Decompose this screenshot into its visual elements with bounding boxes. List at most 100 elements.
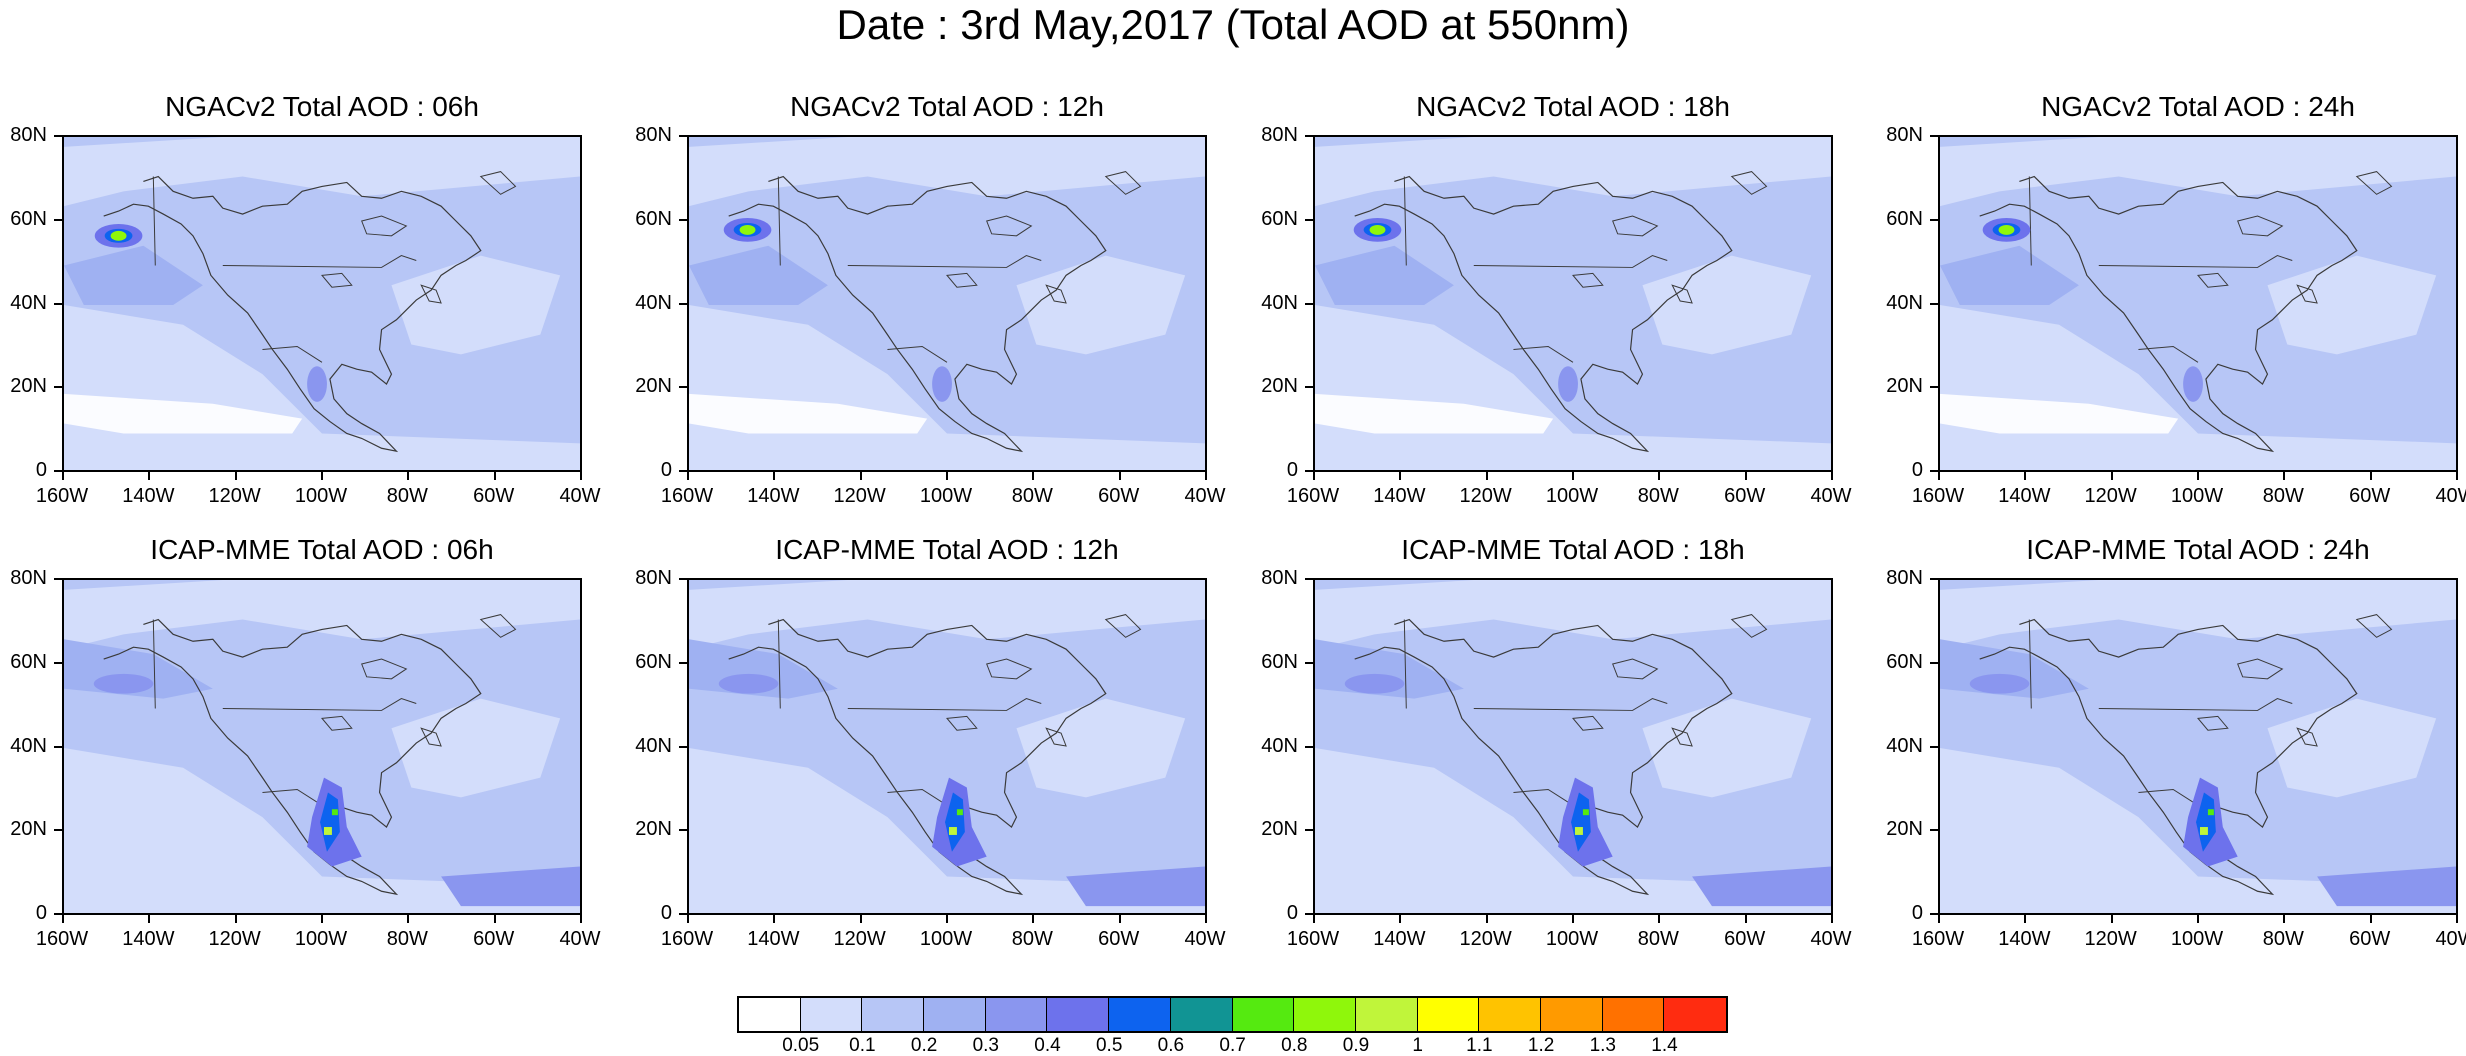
aod-light-region xyxy=(2267,698,2437,798)
longitude-label: 120W xyxy=(833,485,886,507)
colorbar-swatch xyxy=(985,998,1048,1031)
aod-hotspot-alaska xyxy=(93,673,154,694)
aod-light-region xyxy=(64,580,580,650)
latitude-label: 20N xyxy=(1886,375,1923,398)
aod-light-region xyxy=(391,255,561,355)
colorbar-label: 1 xyxy=(1412,1035,1423,1056)
latitude-tick xyxy=(1930,578,1938,580)
aod-hotspot-mexico xyxy=(932,366,952,402)
latitude-label: 40N xyxy=(1261,291,1298,314)
aod-hotspot-mexico-core xyxy=(320,792,340,852)
panel-title: ICAP-MME Total AOD : 18h xyxy=(1401,534,1745,565)
longitude-tick xyxy=(62,472,64,480)
longitude-label: 160W xyxy=(1911,485,1965,507)
longitude-label: 40W xyxy=(1810,928,1852,950)
colorbar-label: 1.4 xyxy=(1651,1035,1678,1056)
latitude-label: 60N xyxy=(10,650,47,673)
latitude-tick xyxy=(1305,829,1313,832)
longitude-label: 100W xyxy=(2170,485,2224,507)
latitude-tick xyxy=(54,218,62,221)
country-border xyxy=(152,176,417,363)
map-panel: ICAP-MME Total AOD : 24h 80N 60N 40N 20N 0 160… xyxy=(1886,534,2466,950)
longitude-label: 140W xyxy=(1998,928,2051,950)
longitude-label: 80W xyxy=(386,928,428,950)
latitude-label: 60N xyxy=(1886,207,1923,230)
aod-hotspot-mexico xyxy=(1558,366,1578,402)
longitude-label: 120W xyxy=(208,485,261,507)
country-border xyxy=(1403,619,1668,806)
longitude-tick xyxy=(2456,915,2458,923)
longitude-label: 80W xyxy=(1011,485,1053,507)
longitude-label: 140W xyxy=(122,928,175,950)
latitude-tick xyxy=(1305,913,1313,915)
aod-light-region xyxy=(1315,137,1831,207)
colorbar-label: 1.1 xyxy=(1466,1035,1493,1056)
aod-dark-region xyxy=(1066,866,1205,907)
latitude-label: 40N xyxy=(1261,734,1298,757)
longitude-label: 60W xyxy=(1724,485,1766,507)
latitude-tick xyxy=(54,745,62,748)
lake-outline xyxy=(321,614,517,747)
lake-outline xyxy=(946,614,1142,747)
longitude-label: 80W xyxy=(386,485,428,507)
latitude-tick xyxy=(1305,661,1313,664)
latitude-tick xyxy=(54,302,62,305)
colorbar-swatch xyxy=(1047,998,1110,1031)
longitude-tick xyxy=(1313,915,1315,923)
map-panel: NGACv2 Total AOD : 24h 80N 60N 40N 20N 0 160W 1… xyxy=(1886,91,2466,507)
aod-medium-region xyxy=(1315,245,1454,305)
colorbar-label: 0.3 xyxy=(972,1035,999,1056)
longitude-tick xyxy=(407,915,410,923)
longitude-label: 100W xyxy=(1545,485,1599,507)
longitude-tick xyxy=(687,472,689,480)
longitude-label: 140W xyxy=(747,485,800,507)
longitude-tick xyxy=(1399,915,1402,923)
colorbar xyxy=(737,996,1728,1033)
longitude-label: 100W xyxy=(294,485,348,507)
latitude-label: 60N xyxy=(1261,650,1298,673)
map-frame xyxy=(1313,135,1833,472)
aod-light-region xyxy=(1642,698,1812,798)
longitude-tick xyxy=(773,915,776,923)
longitude-tick xyxy=(580,472,582,480)
aod-hotspot-alaska-peak xyxy=(110,230,127,241)
aod-hotspot-alaska-peak xyxy=(739,224,756,235)
latitude-label: 20N xyxy=(10,375,47,398)
longitude-label: 160W xyxy=(35,928,89,950)
latitude-tick xyxy=(1305,302,1313,305)
figure-title: Date : 3rd May,2017 (Total AOD at 550nm) xyxy=(836,1,1630,48)
latitude-tick xyxy=(679,661,687,664)
latitude-tick xyxy=(1930,218,1938,221)
longitude-tick xyxy=(1205,915,1207,923)
latitude-label: 80N xyxy=(635,124,672,146)
latitude-tick xyxy=(1305,218,1313,221)
longitude-label: 40W xyxy=(559,928,601,950)
longitude-label: 40W xyxy=(1810,485,1852,507)
longitude-label: 60W xyxy=(1724,928,1766,950)
aod-hotspot-alaska xyxy=(1344,673,1405,694)
panel-title: NGACv2 Total AOD : 06h xyxy=(165,91,479,122)
latitude-tick xyxy=(1930,661,1938,664)
coastline xyxy=(728,175,1107,453)
aod-hotspot-peak xyxy=(956,809,963,816)
latitude-tick xyxy=(679,470,687,472)
latitude-tick xyxy=(1305,745,1313,748)
aod-hotspot-mexico xyxy=(2183,366,2203,402)
longitude-tick xyxy=(1658,915,1661,923)
latitude-label: 20N xyxy=(10,818,47,841)
longitude-tick xyxy=(493,915,496,923)
latitude-label: 40N xyxy=(635,734,672,757)
latitude-tick xyxy=(679,829,687,832)
colorbar-swatch xyxy=(1417,998,1480,1031)
longitude-label: 80W xyxy=(1011,928,1053,950)
panel-title: ICAP-MME Total AOD : 24h xyxy=(2026,534,2370,565)
latitude-tick xyxy=(1930,470,1938,472)
latitude-label: 80N xyxy=(635,567,672,589)
panel-title: NGACv2 Total AOD : 24h xyxy=(2041,91,2355,122)
latitude-label: 80N xyxy=(1886,124,1923,146)
map-panel: ICAP-MME Total AOD : 12h 80N 60N 40N 20N 0 160… xyxy=(635,534,1225,950)
longitude-label: 140W xyxy=(1373,485,1426,507)
latitude-tick xyxy=(1930,745,1938,748)
lake-outline xyxy=(946,171,1142,304)
colorbar-label: 0.6 xyxy=(1157,1035,1185,1056)
